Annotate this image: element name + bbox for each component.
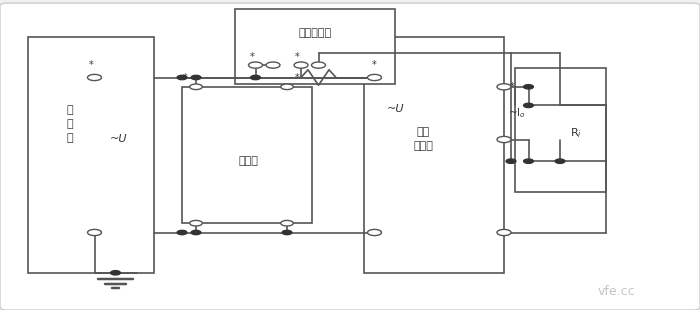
Text: 分压器: 分压器 xyxy=(239,156,258,166)
Circle shape xyxy=(524,103,533,108)
Circle shape xyxy=(294,62,308,68)
Circle shape xyxy=(88,74,102,81)
Circle shape xyxy=(251,75,260,80)
Text: *: * xyxy=(510,82,514,92)
Text: vfe.cc: vfe.cc xyxy=(597,285,635,298)
Circle shape xyxy=(497,229,511,236)
Text: *: * xyxy=(295,73,300,82)
Circle shape xyxy=(368,229,382,236)
Circle shape xyxy=(88,229,102,236)
Circle shape xyxy=(524,159,533,163)
FancyBboxPatch shape xyxy=(0,3,700,310)
Circle shape xyxy=(190,84,202,90)
FancyBboxPatch shape xyxy=(182,87,312,223)
FancyBboxPatch shape xyxy=(514,68,606,192)
Text: *: * xyxy=(250,52,254,62)
FancyBboxPatch shape xyxy=(364,37,504,273)
Circle shape xyxy=(506,159,516,163)
Circle shape xyxy=(177,75,187,80)
Text: 信
号
源: 信 号 源 xyxy=(66,105,74,143)
Circle shape xyxy=(497,136,511,143)
Circle shape xyxy=(191,75,201,80)
Circle shape xyxy=(312,62,326,68)
Text: ~I$_o$: ~I$_o$ xyxy=(508,106,526,120)
Circle shape xyxy=(281,220,293,226)
Circle shape xyxy=(190,220,202,226)
Circle shape xyxy=(282,230,292,235)
Circle shape xyxy=(111,271,120,275)
Text: *: * xyxy=(295,52,300,62)
Circle shape xyxy=(497,84,511,90)
Text: 电压
变送器: 电压 变送器 xyxy=(414,127,433,152)
Text: ~U: ~U xyxy=(386,104,404,113)
Text: *: * xyxy=(89,60,93,70)
Circle shape xyxy=(191,230,201,235)
Text: 标准相位计: 标准相位计 xyxy=(298,28,332,38)
Text: *: * xyxy=(183,73,188,82)
FancyBboxPatch shape xyxy=(28,37,154,273)
FancyBboxPatch shape xyxy=(528,105,560,161)
Text: *: * xyxy=(372,60,377,70)
Circle shape xyxy=(555,159,565,163)
Circle shape xyxy=(248,62,262,68)
Circle shape xyxy=(266,62,280,68)
Circle shape xyxy=(177,230,187,235)
Circle shape xyxy=(524,85,533,89)
Text: ~U: ~U xyxy=(111,135,128,144)
Circle shape xyxy=(281,84,293,90)
Text: R$_i$: R$_i$ xyxy=(570,126,582,140)
FancyBboxPatch shape xyxy=(234,9,395,84)
Circle shape xyxy=(368,74,382,81)
